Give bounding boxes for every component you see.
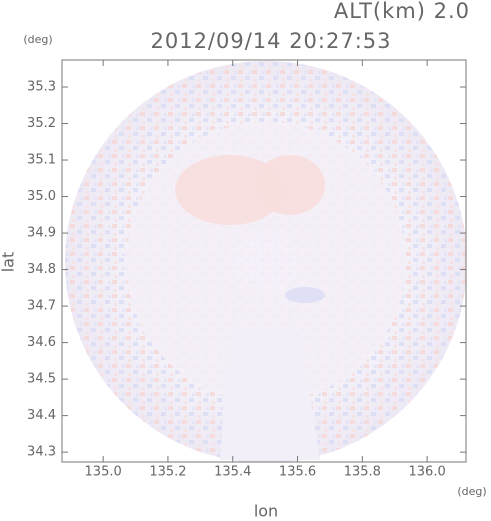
y-tick-label: 34.6 xyxy=(27,335,56,350)
y-axis-label: lat xyxy=(0,252,18,273)
x-tick-label: 136.0 xyxy=(409,465,446,480)
chart-title: 2012/09/14 20:27:53 xyxy=(150,29,391,53)
x-tick-label: 135.4 xyxy=(214,465,251,480)
y-tick-label: 34.4 xyxy=(27,408,56,423)
y-tick-label: 34.3 xyxy=(27,445,56,460)
altitude-label: ALT(km) 2.0 xyxy=(334,0,470,23)
y-tick-label: 34.5 xyxy=(27,372,56,387)
x-tick-label: 135.8 xyxy=(344,465,381,480)
y-tick-label: 35.2 xyxy=(27,116,56,131)
radar-field xyxy=(65,61,466,462)
plot-frame xyxy=(61,59,467,463)
y-tick-label: 35.3 xyxy=(27,80,56,95)
x-tick-label: 135.2 xyxy=(149,465,186,480)
x-axis-label: lon xyxy=(254,502,278,521)
y-tick-label: 34.7 xyxy=(27,299,56,314)
y-unit: (deg) xyxy=(23,33,52,46)
x-unit: (deg) xyxy=(457,485,486,498)
y-tick-label: 35.0 xyxy=(27,189,56,204)
y-tick-label: 34.9 xyxy=(27,226,56,241)
y-tick-label: 35.1 xyxy=(27,153,56,168)
y-tick-label: 34.8 xyxy=(27,262,56,277)
x-tick-label: 135.0 xyxy=(85,465,122,480)
x-tick-label: 135.6 xyxy=(279,465,316,480)
